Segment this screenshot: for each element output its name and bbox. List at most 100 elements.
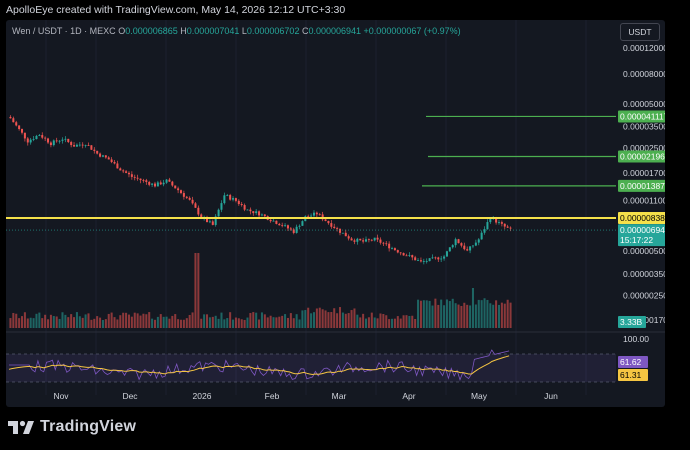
tag-countdown-text: 15:17:22 [620,235,653,245]
chart-canvas[interactable]: 0.000120000 0.000080000 0.000050000 0.00003… [6,20,665,407]
volume-bar [318,307,321,328]
time-tick-label: Apr [402,391,415,401]
volume-bar [70,314,73,328]
volume-bar [185,318,188,328]
candle-body [116,163,119,169]
grid [45,20,587,395]
candle-body [391,248,394,249]
candle-body [194,203,197,208]
candle-body [315,212,318,215]
tag-rsi-b-bg [618,369,648,381]
candle-body [26,138,29,143]
candle-body [497,222,501,223]
price-tick-label: 0.000120000 [623,43,665,53]
volume-bar [350,310,353,328]
volume-bar [469,305,472,328]
volume-bar [165,316,168,328]
candle-body [471,245,474,247]
volume-bar [376,318,379,328]
candle-body [47,138,50,143]
volume-bar [151,318,154,328]
candle-body [451,245,454,248]
volume-bar [258,319,261,328]
candle-body [191,199,194,204]
candle-body [101,155,104,157]
volume-bar [289,313,292,328]
time-axis[interactable]: Nov Dec 2026 Feb Mar Apr May Jun [53,391,558,401]
tag-level-3-text: 0.000013875 [620,181,665,191]
candle-body [9,116,12,119]
volume-bar [139,315,142,328]
tradingview-logo-icon [8,420,34,434]
candle-body [469,246,472,251]
volume-bar [341,312,344,328]
volume-bar [445,299,448,328]
candle-body [220,203,223,210]
candle-body [226,195,229,196]
candle-body [466,249,469,251]
volume-bar [243,319,246,328]
candle-body [281,225,284,227]
candle-body [162,182,165,185]
chart-panel[interactable]: 0.000120000 0.000080000 0.000050000 0.00003… [6,20,665,407]
candle-body [260,214,263,216]
tradingview-logo[interactable]: TradingView [8,418,136,436]
symbol-legend: Wen / USDT · 1D · MEXC O0.000006865 H0.0… [12,26,461,36]
volume-bar [402,315,405,328]
tag-level-3-bg [618,179,665,192]
volume-bar [93,318,96,328]
volume-bars [9,253,512,328]
candle-body [411,255,414,258]
volume-bar [497,304,501,328]
volume-bar [35,313,38,328]
price-tick-label: 0.000003500 [623,269,665,279]
currency-button[interactable]: USDT [620,23,660,41]
candle-body [417,260,420,262]
price-tick-label: 0.000050000 [623,99,665,109]
candle-body [419,260,422,262]
price-axis[interactable]: 0.000120000 0.000080000 0.000050000 0.00003… [623,43,665,325]
candle-body [336,228,339,229]
header-caption: ApolloEye created with TradingView.com, … [6,4,346,16]
volume-bar [122,312,125,328]
volume-bar [234,317,237,328]
candle-body [428,258,431,262]
tag-rsi-a-bg [618,356,648,368]
time-tick-label: Feb [265,391,280,401]
volume-bar [474,304,477,328]
volume-bar [223,319,226,328]
candle-body [64,138,67,140]
candle-body [408,255,411,256]
candle-body [84,145,87,146]
candle-body [448,247,451,252]
volume-bar [315,308,318,328]
tag-volume-text: 3.33B [620,317,643,327]
volume-bar [359,317,362,328]
volume-bar [81,317,84,328]
horizontal-levels[interactable] [6,115,616,231]
candle-body [338,228,342,233]
volume-bar [110,312,113,328]
volume-bar [422,300,425,328]
candle-body [159,182,162,185]
symbol-label: Wen / USDT · 1D · MEXC [12,26,116,36]
price-tick-label: 0.000017000 [623,168,665,178]
candle-body [32,139,35,140]
volume-bar [58,318,61,328]
candle-body [333,226,336,229]
candle-body [457,239,460,244]
volume-bar [295,314,298,328]
volume-bar [373,317,376,328]
volume-bar [29,317,32,328]
candle-body [177,188,180,191]
candle-body [229,195,232,200]
volume-bar [443,305,446,328]
candle-body [70,142,73,146]
volume-bar [255,312,258,328]
candle-body [174,185,177,189]
legend-change-value: +0.000000067 (+0.97%) [363,26,461,36]
candle-body [234,198,237,201]
price-tick-label: 0.000002500 [623,290,665,300]
volume-bar [292,318,295,328]
